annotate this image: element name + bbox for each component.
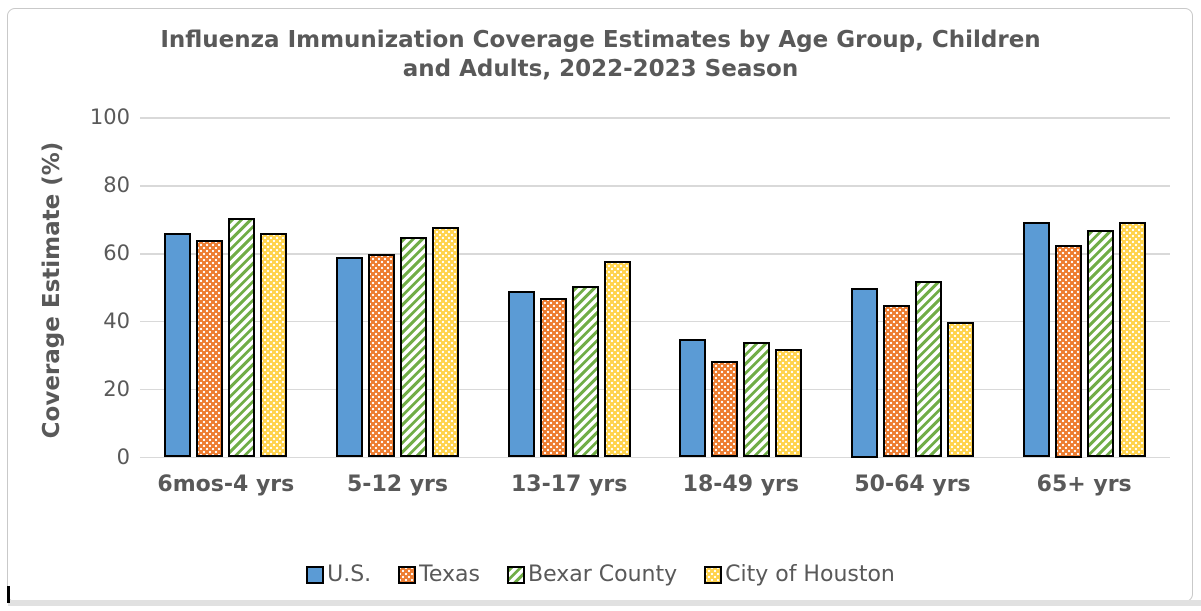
bar-city-of-houston [1118, 221, 1146, 458]
bar-bexar-county [571, 286, 599, 458]
bar-city-of-houston [260, 233, 288, 458]
y-tick-label: 20 [103, 376, 130, 401]
chart-title-line1: Influenza Immunization Coverage Estimate… [160, 27, 1041, 53]
bar-u-s [336, 257, 363, 458]
gridline [140, 388, 1170, 391]
legend-label: U.S. [327, 562, 372, 587]
bar-bexar-county [400, 236, 427, 458]
bar-bexar-county [743, 342, 771, 458]
legend-item: Bexar County [506, 562, 678, 587]
bar-texas [1054, 245, 1082, 458]
bar-city-of-houston [432, 226, 459, 458]
legend-swatch [704, 565, 723, 584]
gridline [140, 185, 1170, 187]
x-category-label: 65+ yrs [1036, 472, 1132, 497]
y-tick-label: 100 [89, 105, 130, 129]
x-category-label: 13-17 yrs [511, 472, 628, 497]
gridline [140, 253, 1170, 255]
y-tick-label: 40 [103, 308, 130, 333]
bar-u-s [1022, 221, 1050, 458]
bar-texas [368, 253, 395, 458]
x-category-label: 50-64 yrs [854, 472, 971, 497]
bar-city-of-houston [775, 348, 803, 458]
legend: U.S. Texas Bexar County City of Houston [0, 562, 1201, 587]
bar-u-s [507, 291, 535, 458]
bar-bexar-county [1086, 230, 1114, 458]
bar-city-of-houston [603, 260, 631, 458]
y-tick-label: 80 [103, 172, 130, 197]
legend-swatch [398, 565, 417, 584]
bar-texas [196, 240, 224, 458]
bar-texas [539, 297, 567, 458]
chart-title: Influenza Immunization Coverage Estimate… [0, 26, 1201, 84]
legend-swatch [306, 565, 325, 584]
legend-label: Bexar County [527, 562, 678, 587]
legend-item: Texas [398, 562, 480, 587]
bar-texas [883, 304, 910, 458]
gridline [140, 456, 1170, 459]
legend-item: U.S. [306, 562, 371, 587]
y-tick-label: 0 [116, 444, 130, 469]
bar-city-of-houston [947, 321, 974, 458]
legend-item: City of Houston [704, 562, 895, 587]
x-category-label: 5-12 yrs [347, 472, 448, 497]
chart-title-line2: and Adults, 2022-2023 Season [402, 56, 799, 82]
bar-u-s [679, 338, 707, 458]
legend-swatch [506, 565, 525, 584]
bar-texas [711, 360, 739, 458]
bar-bexar-county [228, 218, 256, 458]
bar-u-s [851, 287, 878, 458]
x-category-label: 6mos-4 yrs [157, 472, 295, 497]
gridline [140, 320, 1170, 323]
legend-label: Texas [419, 562, 480, 587]
bottom-divider [8, 600, 1201, 606]
gridline [140, 117, 1170, 119]
text-cursor [7, 586, 10, 603]
y-tick-label: 60 [103, 240, 130, 265]
bar-u-s [164, 233, 192, 458]
legend-label: City of Houston [725, 562, 895, 587]
bar-bexar-county [915, 280, 942, 458]
x-category-label: 18-49 yrs [682, 472, 799, 497]
